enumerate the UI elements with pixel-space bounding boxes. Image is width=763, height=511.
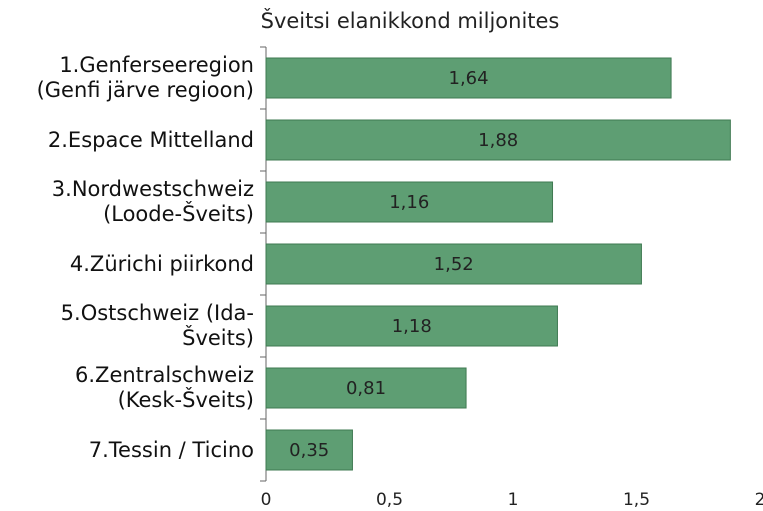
y-tick-label: 2.Espace Mittelland: [47, 127, 254, 152]
x-tick-label: 1,5: [623, 490, 650, 510]
bar: [265, 181, 554, 223]
value-label: 1,88: [478, 130, 518, 151]
bar: [265, 429, 353, 471]
y-tick-label: 7.Tessin / Ticino: [88, 437, 254, 462]
x-tick-label: 1: [508, 490, 519, 510]
chart-title: Šveitsi elanikkond miljonites: [261, 8, 560, 33]
bar: [265, 119, 731, 161]
y-tick-label: 4.Zürichi piirkond: [69, 251, 254, 276]
x-tick-label: 0,5: [376, 490, 403, 510]
value-label: 1,64: [449, 68, 489, 89]
value-label: 0,35: [289, 440, 329, 461]
value-label: 1,16: [389, 192, 429, 213]
bar: [265, 367, 467, 409]
x-tick-label: 2: [755, 490, 763, 510]
x-tick-label: 0: [261, 490, 272, 510]
bar: [265, 57, 672, 99]
value-label: 1,18: [392, 316, 432, 337]
y-tick-label: 6.Zentralschweiz (Kesk-Šveits): [75, 363, 254, 412]
y-tick-label: 5.Ostschweiz (Ida-Šveits): [60, 301, 254, 350]
value-label: 1,52: [434, 254, 474, 275]
y-tick-label: 3.Nordwestschweiz (Loode-Šveits): [51, 177, 254, 226]
value-label: 0,81: [346, 378, 386, 399]
bar: [265, 305, 558, 347]
bar: [265, 243, 642, 285]
y-tick-label: 1.Genferseeregion (Genfi järve regioon): [36, 53, 254, 102]
